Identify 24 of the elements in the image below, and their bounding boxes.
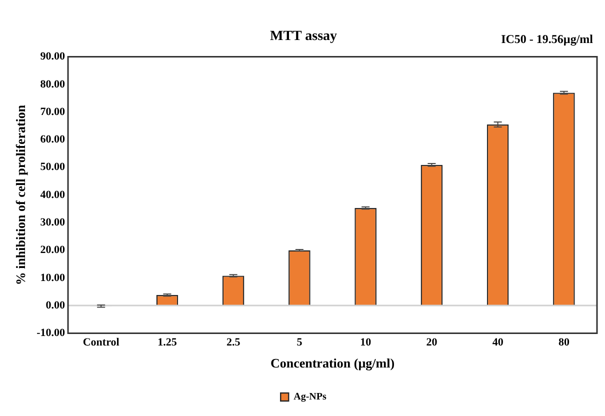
- text: IC50 - 19.56µg/ml: [501, 32, 594, 46]
- y-tick-label: 60.00: [40, 134, 66, 146]
- y-tick-label: 0.00: [46, 299, 66, 312]
- x-axis-title: Concentration (µg/ml): [270, 356, 395, 371]
- chart-title: MTT assay: [270, 29, 338, 44]
- x-tick-label: 5: [296, 336, 303, 349]
- x-tick-label: 80: [558, 336, 570, 349]
- y-tick-label: 80.00: [40, 78, 66, 90]
- y-tick-label: -10.00: [36, 327, 66, 340]
- y-tick-label: 20.00: [40, 244, 66, 256]
- x-tick-label: 40: [492, 336, 504, 349]
- y-tick-label: 40.00: [40, 188, 66, 201]
- legend-label: Ag-NPs: [294, 392, 326, 403]
- x-tick-label: 1.25: [158, 336, 178, 349]
- y-tick-label: 70.00: [40, 106, 66, 118]
- x-tick-label: 20: [426, 336, 438, 349]
- y-tick-label: 30.00: [40, 216, 66, 228]
- y-tick-label: 10.00: [40, 272, 66, 284]
- y-axis-title: % inhibition of cell proliferation: [13, 104, 28, 286]
- y-tick-label: 50.00: [40, 161, 66, 174]
- y-tick-label: 90.00: [40, 50, 66, 63]
- x-tick-label: Control: [82, 336, 120, 349]
- x-tick-label: 10: [360, 336, 372, 349]
- x-tick-label: 2.5: [226, 336, 241, 349]
